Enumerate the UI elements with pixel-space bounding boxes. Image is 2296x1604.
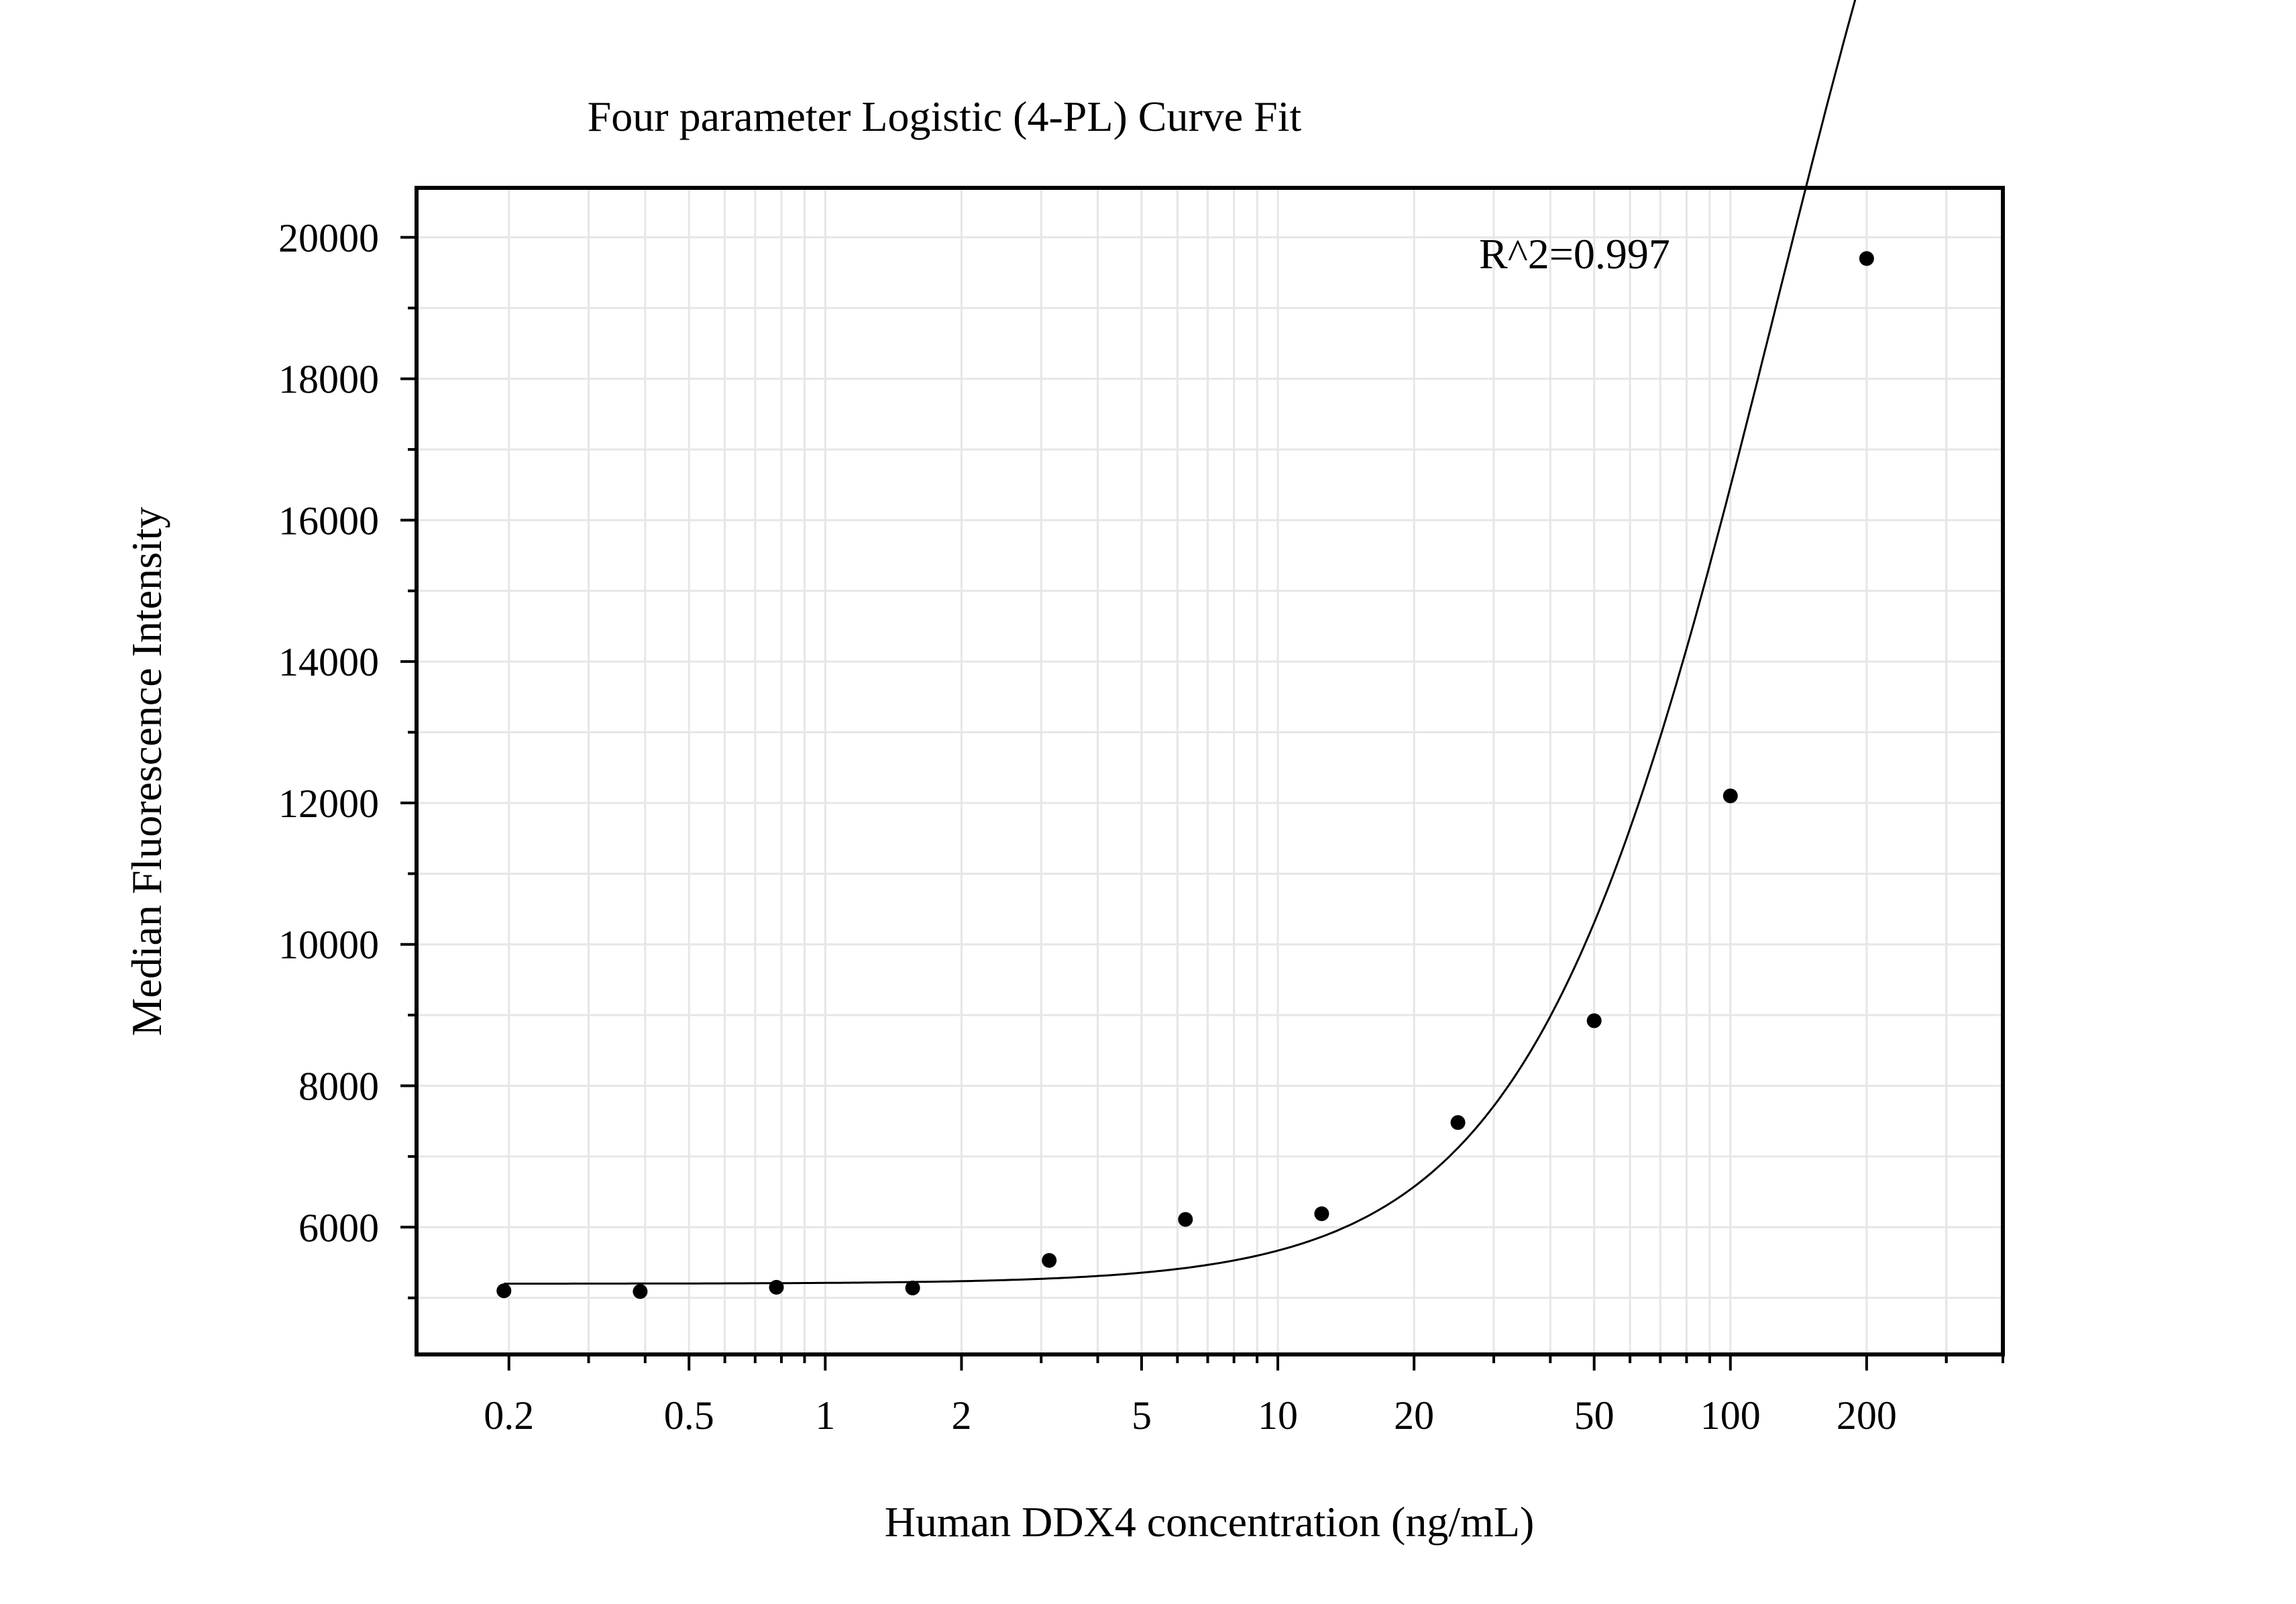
y-tick-label: 12000: [278, 782, 379, 826]
data-point: [1586, 1013, 1602, 1028]
plot-frame: [415, 186, 2005, 1356]
data-points: [496, 251, 1874, 1299]
y-tick-label: 20000: [278, 216, 379, 260]
data-point: [905, 1280, 920, 1295]
data-point: [1723, 788, 1738, 804]
x-tick-label: 1: [815, 1393, 835, 1438]
y-tick-label: 10000: [278, 923, 379, 967]
y-tick-label: 14000: [278, 640, 379, 684]
data-point: [1314, 1206, 1329, 1222]
x-tick-label: 50: [1574, 1393, 1615, 1438]
x-tick-label: 2: [951, 1393, 971, 1438]
chart-title: Four parameter Logistic (4-PL) Curve Fit: [588, 93, 1302, 140]
y-tick-labels: 6000 8000 10000 12000 14000 16000 18000 20000: [278, 216, 379, 1250]
x-tick-label: 0.2: [484, 1393, 534, 1438]
data-point: [1042, 1252, 1057, 1268]
x-tick-label: 20: [1394, 1393, 1434, 1438]
x-tick-label: 10: [1258, 1393, 1298, 1438]
fit-curve-layer: [504, 0, 1857, 1285]
y-tick-label: 6000: [298, 1206, 379, 1250]
data-point: [496, 1283, 512, 1299]
fit-curve: [504, 0, 1857, 1285]
grid: [417, 188, 2004, 1354]
axis-ticks: [400, 235, 2004, 1371]
y-tick-label: 18000: [278, 358, 379, 402]
x-axis-title: Human DDX4 concentration (ng/mL): [885, 1498, 1535, 1546]
x-tick-label: 200: [1837, 1393, 1897, 1438]
y-tick-label: 8000: [298, 1065, 379, 1109]
x-tick-label: 100: [1700, 1393, 1761, 1438]
x-tick-label: 0.5: [664, 1393, 714, 1438]
data-point: [1178, 1212, 1193, 1227]
data-point: [769, 1279, 784, 1295]
x-tick-label: 5: [1132, 1393, 1152, 1438]
data-point: [1859, 251, 1874, 266]
y-tick-label: 16000: [278, 498, 379, 543]
r-squared-annotation: R^2=0.997: [1479, 230, 1670, 278]
y-axis-title: Median Fluorescence Intensity: [123, 506, 170, 1036]
data-point: [633, 1284, 648, 1299]
data-point: [1450, 1115, 1466, 1130]
x-tick-labels: 0.2 0.5 1 2 5 10 20 50 100 200: [484, 1393, 1897, 1438]
